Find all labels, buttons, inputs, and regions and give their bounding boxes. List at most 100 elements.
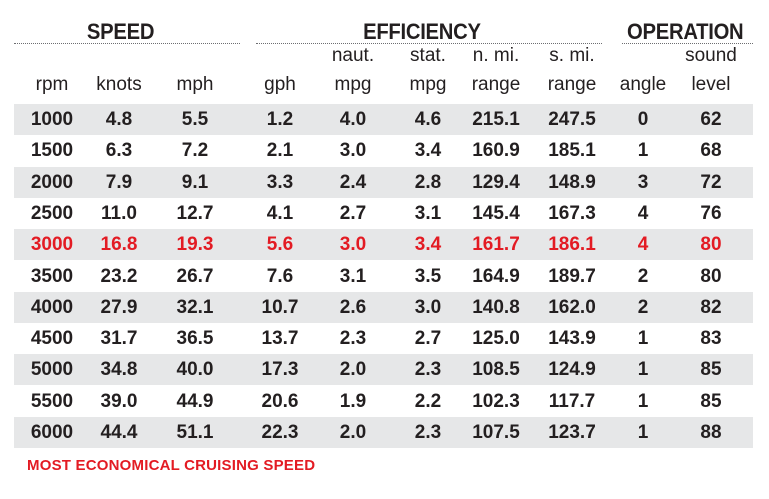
cell-rpm: 4500 xyxy=(30,328,74,350)
cell-angle: 1 xyxy=(637,359,649,381)
table-row: 4000 27.9 32.1 10.7 2.6 3.0 140.8 162.0 2 82 xyxy=(14,291,753,323)
cell-nmi-range: 160.9 xyxy=(472,140,520,162)
cell-nmi-range: 107.5 xyxy=(472,422,520,443)
cell-rpm: 2500 xyxy=(30,202,74,224)
cell-angle: 4 xyxy=(637,234,649,256)
header-nmi-range: range xyxy=(471,74,521,95)
header-smi-range: range xyxy=(547,74,597,95)
cell-sound-level: 76 xyxy=(700,202,722,224)
table-row: 5500 39.0 44.9 20.6 1.9 2.2 102.3 117.7 1 85 xyxy=(14,386,753,417)
header-naut-line1: naut. xyxy=(331,45,375,66)
cell-gph: 1.2 xyxy=(266,109,294,130)
cell-gph: 4.1 xyxy=(266,202,294,224)
cell-nmi-range: 161.7 xyxy=(472,234,520,256)
cell-stat-mpg: 2.2 xyxy=(414,390,442,412)
cell-stat-mpg: 4.6 xyxy=(414,109,442,130)
cell-gph: 17.3 xyxy=(261,359,299,381)
cell-sound-level: 80 xyxy=(700,265,722,287)
header-sound-line1: sound xyxy=(685,45,737,66)
cell-angle: 1 xyxy=(637,422,649,443)
cell-stat-mpg: 3.5 xyxy=(414,265,442,287)
cell-angle: 2 xyxy=(637,296,649,318)
cell-naut-mpg: 2.3 xyxy=(339,328,367,350)
cell-knots: 31.7 xyxy=(100,328,138,350)
cell-naut-mpg: 2.0 xyxy=(339,359,367,381)
cell-naut-mpg: 2.0 xyxy=(339,422,367,443)
header-rpm: rpm xyxy=(35,74,69,95)
cell-knots: 39.0 xyxy=(100,390,138,412)
group-title-speed: SPEED xyxy=(86,19,155,44)
cell-smi-range: 143.9 xyxy=(548,328,596,350)
cell-smi-range: 186.1 xyxy=(548,234,596,256)
cell-stat-mpg: 2.3 xyxy=(414,422,442,443)
header-gph: gph xyxy=(264,74,296,95)
cell-gph: 5.6 xyxy=(266,234,294,256)
cell-stat-mpg: 2.8 xyxy=(414,171,442,193)
cell-gph: 3.3 xyxy=(266,171,294,193)
cell-rpm: 1000 xyxy=(30,109,74,130)
cell-naut-mpg: 3.0 xyxy=(339,234,367,256)
table-row-highlighted: 3000 16.8 19.3 5.6 3.0 3.4 161.7 186.1 4 80 xyxy=(14,229,753,261)
cell-smi-range: 185.1 xyxy=(548,140,596,162)
cell-nmi-range: 102.3 xyxy=(472,390,520,412)
cell-sound-level: 80 xyxy=(700,234,722,256)
cell-smi-range: 124.9 xyxy=(548,359,596,381)
cell-rpm: 5500 xyxy=(30,390,74,412)
table-row: 2000 7.9 9.1 3.3 2.4 2.8 129.4 148.9 3 72 xyxy=(14,166,753,198)
cell-rpm: 5000 xyxy=(30,359,74,381)
cell-smi-range: 189.7 xyxy=(548,265,596,287)
header-stat-mpg: mpg xyxy=(409,74,447,95)
cell-gph: 2.1 xyxy=(266,140,294,162)
cell-stat-mpg: 2.7 xyxy=(414,328,442,350)
cell-nmi-range: 140.8 xyxy=(472,296,520,318)
table-row: 1500 6.3 7.2 2.1 3.0 3.4 160.9 185.1 1 68 xyxy=(14,135,753,166)
cell-rpm: 2000 xyxy=(30,171,74,193)
header-sound-level: level xyxy=(691,74,731,95)
cell-knots: 6.3 xyxy=(105,140,133,162)
cell-knots: 23.2 xyxy=(100,265,138,287)
cell-gph: 7.6 xyxy=(266,265,294,287)
cell-rpm: 3500 xyxy=(30,265,74,287)
cell-angle: 3 xyxy=(637,171,649,193)
cell-sound-level: 83 xyxy=(700,328,722,350)
header-angle: angle xyxy=(619,74,667,95)
cell-mph: 19.3 xyxy=(176,234,214,256)
cell-knots: 34.8 xyxy=(100,359,138,381)
cell-sound-level: 85 xyxy=(700,390,722,412)
table-row: 1000 4.8 5.5 1.2 4.0 4.6 215.1 247.5 0 62 xyxy=(14,104,753,135)
cell-mph: 9.1 xyxy=(181,171,209,193)
header-smi-line1: s. mi. xyxy=(549,45,595,66)
header-mph: mph xyxy=(176,74,214,95)
cell-sound-level: 68 xyxy=(700,140,722,162)
cell-knots: 4.8 xyxy=(105,109,133,130)
cell-knots: 16.8 xyxy=(100,234,138,256)
group-title-efficiency: EFFICIENCY xyxy=(363,19,481,44)
cell-nmi-range: 145.4 xyxy=(472,202,520,224)
cell-smi-range: 167.3 xyxy=(548,202,596,224)
table-row: 3500 23.2 26.7 7.6 3.1 3.5 164.9 189.7 2 80 xyxy=(14,261,753,292)
cell-stat-mpg: 3.4 xyxy=(414,140,442,162)
cell-smi-range: 117.7 xyxy=(548,390,596,412)
group-rule-speed xyxy=(14,43,240,44)
cell-sound-level: 88 xyxy=(700,422,722,443)
cell-sound-level: 82 xyxy=(700,296,722,318)
cell-rpm: 3000 xyxy=(30,234,74,256)
cell-mph: 5.5 xyxy=(181,109,209,130)
cell-nmi-range: 125.0 xyxy=(472,328,520,350)
cell-naut-mpg: 2.4 xyxy=(339,171,367,193)
cell-angle: 1 xyxy=(637,390,649,412)
cell-naut-mpg: 1.9 xyxy=(339,390,367,412)
cell-mph: 51.1 xyxy=(176,422,214,443)
cell-mph: 44.9 xyxy=(176,390,214,412)
cell-angle: 0 xyxy=(637,109,649,130)
cell-rpm: 1500 xyxy=(30,140,74,162)
header-knots: knots xyxy=(96,74,142,95)
cell-knots: 44.4 xyxy=(100,422,138,443)
cell-naut-mpg: 4.0 xyxy=(339,109,367,130)
cell-mph: 32.1 xyxy=(176,296,214,318)
cell-gph: 10.7 xyxy=(261,296,299,318)
cell-naut-mpg: 3.1 xyxy=(339,265,367,287)
cell-gph: 13.7 xyxy=(261,328,299,350)
cell-mph: 40.0 xyxy=(176,359,214,381)
cell-nmi-range: 164.9 xyxy=(472,265,520,287)
